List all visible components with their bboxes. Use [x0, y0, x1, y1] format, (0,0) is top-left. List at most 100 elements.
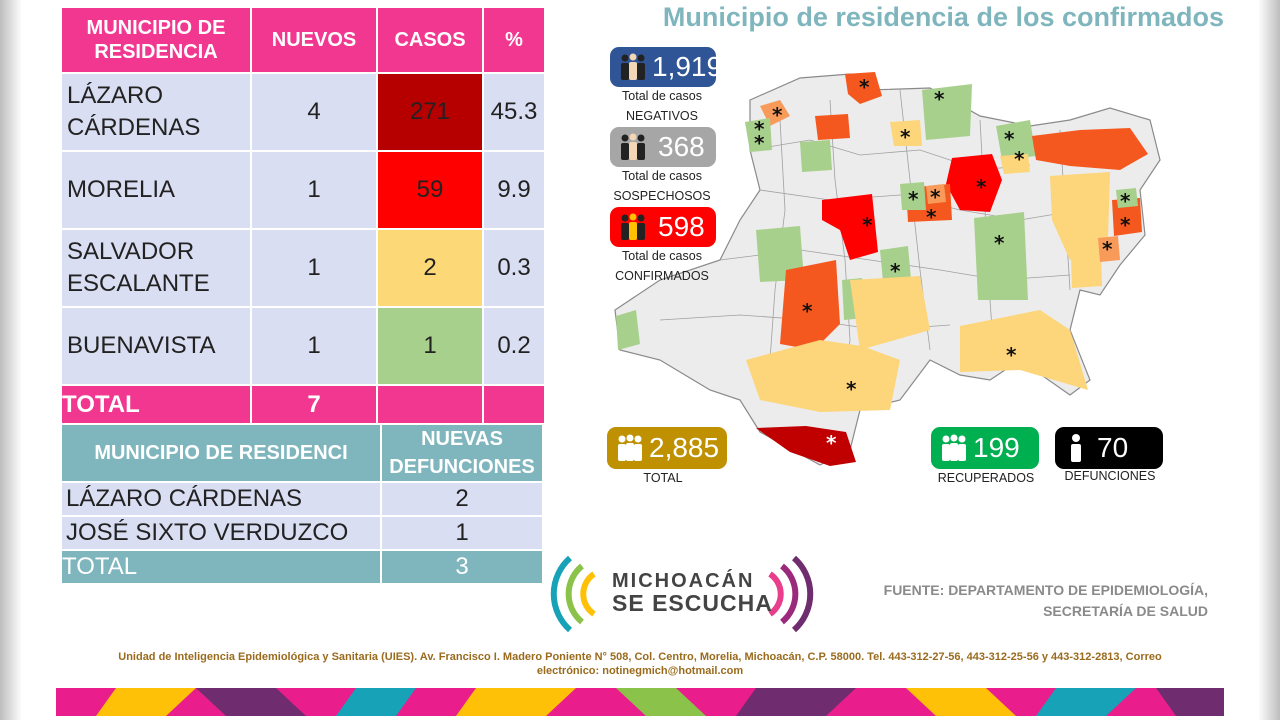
marker-star: *: [1006, 343, 1017, 367]
marker-star: *: [908, 187, 919, 211]
marker-star: *: [862, 213, 873, 237]
region-yellow-n1: [890, 120, 922, 146]
table-row: LÁZARO CÁRDENAS 4 271 45.3: [60, 72, 546, 152]
row-casos: 1: [376, 306, 484, 386]
recuperados-value: 199: [973, 432, 1020, 463]
row-pct: 0.2: [482, 306, 546, 386]
marker-star: *: [826, 431, 837, 455]
confirmados-value: 598: [658, 211, 705, 242]
row-municipio: BUENAVISTA: [60, 306, 252, 386]
confirmed-markers: * * * * * * * * * * * * * * * * * * * * …: [754, 75, 1131, 455]
region-green-se: [1116, 188, 1138, 208]
table-row: MORELIA 1 59 9.9: [60, 150, 546, 230]
marker-star: *: [1120, 189, 1131, 213]
header-nuevos: NUEVOS: [250, 6, 378, 74]
marker-star: *: [772, 103, 783, 127]
deaths-table: MUNICIPIO DE RESIDENCI NUEVAS DEFUNCIONE…: [60, 423, 544, 585]
recuperados-caption: RECUPERADOS: [937, 471, 1035, 485]
row-casos: 59: [376, 150, 484, 230]
region-yellow-ne: [1000, 154, 1030, 174]
footer-line2: electrónico: notinegmich@hotmail.com: [536, 665, 744, 677]
confirmados-caption: Total de casos CONFIRMADOS: [600, 246, 724, 286]
people-icon: [618, 52, 648, 82]
total-value: 2,885: [649, 432, 720, 463]
region-green-center: [900, 182, 926, 210]
region-orange-east: [1032, 128, 1148, 170]
row-municipio: LÁZARO CÁRDENAS: [60, 481, 382, 517]
map-title: Municipio de residencia de los confirmad…: [662, 2, 1224, 32]
marker-star: *: [846, 377, 857, 401]
table-row: SALVADOR ESCALANTE 1 2 0.3: [60, 228, 546, 308]
header-casos: CASOS: [376, 6, 484, 74]
footer-line1: Unidad de Inteligencia Epidemiológica y …: [118, 651, 1162, 663]
negativos-caption: Total de casos NEGATIVOS: [600, 86, 724, 126]
region-green-nw: [745, 118, 772, 152]
marker-star: *: [754, 117, 765, 141]
source-line1: FUENTE: DEPARTAMENTO DE EPIDEMIOLOGÍA,: [883, 582, 1208, 598]
row-defunciones: 1: [380, 515, 544, 551]
total-badge: 2,885: [607, 427, 727, 469]
region-green-n1: [800, 140, 832, 172]
header-defunciones: NUEVAS DEFUNCIONES: [380, 423, 544, 483]
people-icon: [618, 212, 648, 242]
marker-star: *: [802, 299, 813, 323]
page-edge-left: [0, 0, 22, 720]
deaths-total-row: TOTAL 3: [60, 549, 544, 585]
cases-table-header: MUNICIPIO DE RESIDENCIA NUEVOS CASOS %: [60, 6, 546, 74]
region-red-morelia-w: [822, 194, 878, 260]
negativos-badge: 1,919: [610, 47, 722, 87]
marker-star: *: [1120, 213, 1131, 237]
row-nuevos: 1: [250, 228, 378, 308]
negativos-value: 1,919: [652, 51, 723, 82]
region-green-ne: [996, 120, 1036, 160]
source-note: FUENTE: DEPARTAMENTO DE EPIDEMIOLOGÍA, S…: [850, 580, 1208, 622]
region-green-west: [756, 226, 804, 282]
row-pct: 9.9: [482, 150, 546, 230]
region-green-mid: [974, 212, 1028, 300]
region-orange-nw: [815, 114, 850, 140]
region-red-center: [946, 154, 1002, 212]
deaths-table-header: MUNICIPIO DE RESIDENCI NUEVAS DEFUNCIONE…: [60, 423, 544, 483]
row-municipio: MORELIA: [60, 150, 252, 230]
defunciones-badge: 70: [1055, 427, 1163, 469]
cases-total-row: TOTAL 7: [60, 384, 546, 426]
total-pct-empty: [482, 384, 546, 426]
marker-star: *: [754, 131, 765, 155]
sospechosos-badge: 368: [610, 127, 716, 167]
region-dark-red-coast: [756, 426, 856, 466]
table-row: LÁZARO CÁRDENAS 2: [60, 481, 544, 517]
page-edge-right: [1258, 0, 1280, 720]
negativos-caption-line1: Total de casos: [622, 89, 702, 103]
sospechosos-caption-line1: Total de casos: [622, 169, 702, 183]
logo-line1: MICHOACÁN: [612, 570, 755, 592]
region-green-n2: [922, 84, 972, 140]
row-municipio: LÁZARO CÁRDENAS: [60, 72, 252, 152]
total-label: TOTAL: [60, 384, 252, 426]
region-yellow-southeast: [960, 310, 1088, 390]
footer-address: Unidad de Inteligencia Epidemiológica y …: [100, 650, 1180, 678]
header-municipio: MUNICIPIO DE RESIDENCIA: [60, 6, 252, 74]
marker-star: *: [1004, 127, 1015, 151]
sospechosos-caption: Total de casos SOSPECHOSOS: [600, 166, 724, 206]
confirmados-caption-line2: CONFIRMADOS: [615, 269, 709, 283]
region-lightorange-se: [1098, 236, 1120, 262]
row-nuevos: 1: [250, 150, 378, 230]
table-row: JOSÉ SIXTO VERDUZCO 1: [60, 515, 544, 551]
region-orange-west: [780, 260, 840, 350]
sospechosos-value: 368: [658, 131, 705, 162]
header-municipio: MUNICIPIO DE RESIDENCI: [60, 423, 382, 483]
total-value: 3: [380, 549, 544, 585]
row-defunciones: 2: [380, 481, 544, 517]
row-pct: 45.3: [482, 72, 546, 152]
row-municipio: JOSÉ SIXTO VERDUZCO: [60, 515, 382, 551]
table-row: BUENAVISTA 1 1 0.2: [60, 306, 546, 386]
row-pct: 0.3: [482, 228, 546, 308]
marker-star: *: [1014, 147, 1025, 171]
region-yellow-center-s: [850, 276, 930, 350]
row-casos: 2: [376, 228, 484, 308]
marker-star: *: [926, 205, 937, 229]
logo-line2: SE ESCUCHA: [612, 590, 773, 616]
total-casos-empty: [376, 384, 484, 426]
sospechosos-caption-line2: SOSPECHOSOS: [613, 189, 711, 203]
